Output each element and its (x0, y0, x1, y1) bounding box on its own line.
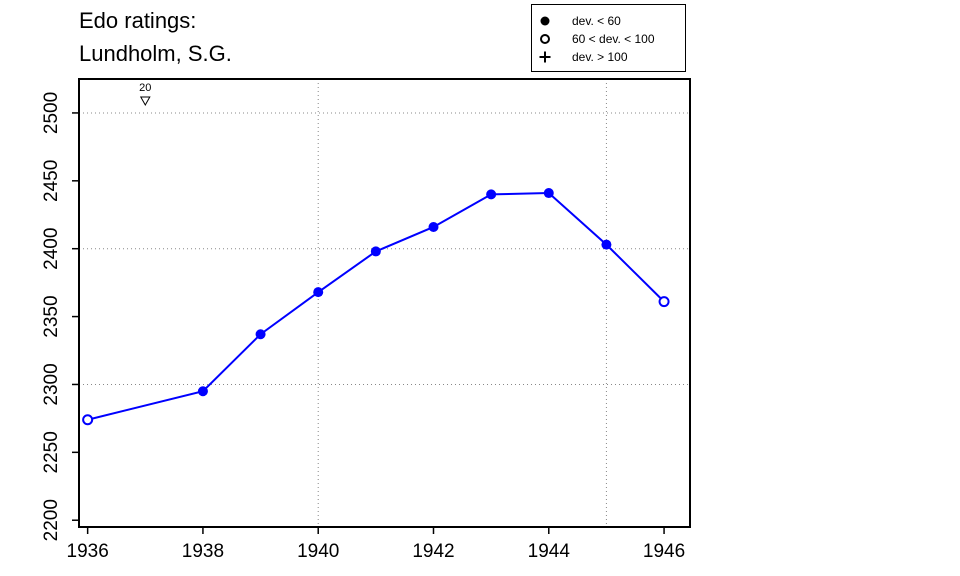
y-tick-label: 2350 (41, 295, 62, 337)
legend-label: dev. < 60 (572, 14, 621, 28)
data-point (255, 329, 266, 340)
y-tick-label: 2400 (41, 228, 62, 270)
data-point (197, 386, 208, 397)
x-tick-label: 1938 (182, 541, 224, 562)
data-point (543, 188, 554, 199)
legend-entry-high-dev: dev. > 100 (532, 49, 685, 65)
x-tick-label: 1942 (412, 541, 454, 562)
x-tick-label: 1936 (67, 541, 109, 562)
legend-label: 60 < dev. < 100 (572, 32, 655, 46)
y-tick-label: 2250 (41, 431, 62, 473)
legend-label: dev. > 100 (572, 50, 628, 64)
y-tick-label: 2200 (41, 499, 62, 541)
legend-entry-low-dev: dev. < 60 (532, 13, 685, 29)
x-tick-label: 1946 (643, 541, 685, 562)
chart-title-line-1: Edo ratings: (79, 8, 197, 33)
filled-circle-icon (540, 16, 550, 26)
data-point (313, 287, 324, 298)
x-tick-label: 1940 (297, 541, 339, 562)
data-point-open (658, 296, 670, 308)
data-point-open (82, 414, 94, 426)
y-tick-label: 2300 (41, 363, 62, 405)
down-triangle-icon (139, 96, 151, 107)
open-circle-icon (540, 34, 550, 44)
plot-frame (78, 78, 691, 528)
legend-entry-mid-dev: 60 < dev. < 100 (532, 31, 685, 47)
x-tick-label: 1944 (528, 541, 571, 562)
chart-title-line-2: Lundholm, S.G. (79, 41, 232, 66)
series-line (87, 192, 665, 421)
y-tick-label: 2450 (41, 160, 62, 202)
legend: dev. < 60 60 < dev. < 100 dev. > 100 (531, 4, 686, 72)
data-point (601, 239, 612, 250)
data-point (428, 221, 439, 232)
annotation-label: 20 (139, 82, 151, 94)
plus-icon (539, 51, 551, 63)
data-point (486, 189, 497, 200)
data-point (370, 246, 381, 257)
y-tick-label: 2500 (41, 92, 62, 134)
